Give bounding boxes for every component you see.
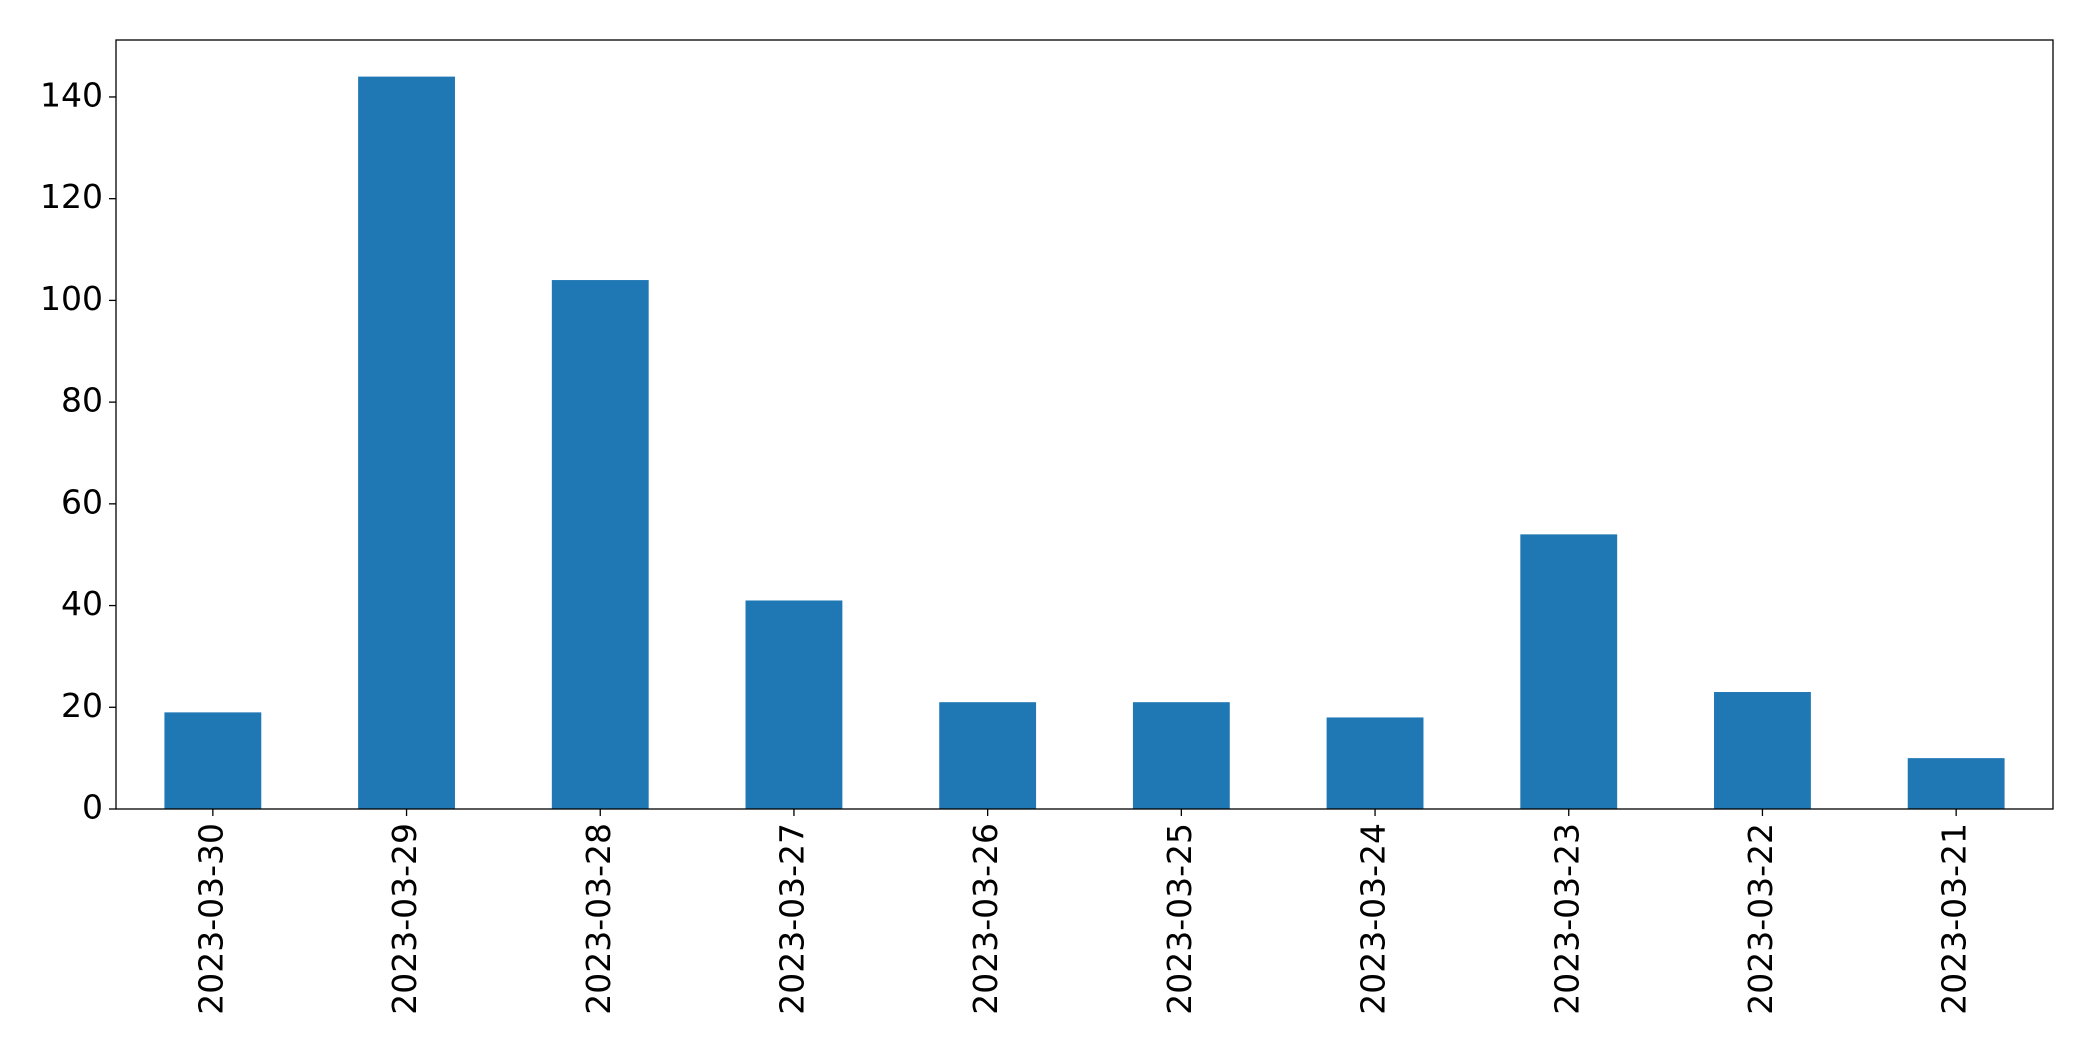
x-tick-label: 2023-03-22 [1741,823,1780,1015]
y-tick-label: 40 [61,584,103,623]
y-tick-label: 120 [40,177,103,216]
plot-frame [115,39,2054,810]
x-tick-label: 2023-03-23 [1547,823,1586,1015]
bar [1907,758,2005,809]
y-tick-label: 0 [82,788,103,827]
bar [551,280,649,809]
bar [164,712,262,809]
y-tick-label: 140 [40,75,103,114]
y-tick-label: 60 [61,482,103,521]
x-tick-label: 2023-03-27 [772,823,811,1015]
bar [1714,692,1811,809]
x-tick-label: 2023-03-24 [1354,823,1393,1015]
y-tick-label: 80 [61,381,103,420]
bar [1132,702,1230,809]
x-tick-label: 2023-03-29 [385,823,424,1015]
bar [745,600,843,809]
x-tick-label: 2023-03-25 [1160,823,1199,1015]
x-tick-label: 2023-03-21 [1935,823,1974,1015]
x-tick-label: 2023-03-26 [966,823,1005,1015]
bar [358,76,455,810]
y-tick-label: 20 [61,686,103,725]
x-tick-label: 2023-03-30 [191,823,230,1015]
x-tick-label: 2023-03-28 [579,823,618,1015]
bar [1326,717,1424,809]
bar [1520,534,1618,809]
bar [939,702,1037,809]
y-tick-label: 100 [40,279,103,318]
